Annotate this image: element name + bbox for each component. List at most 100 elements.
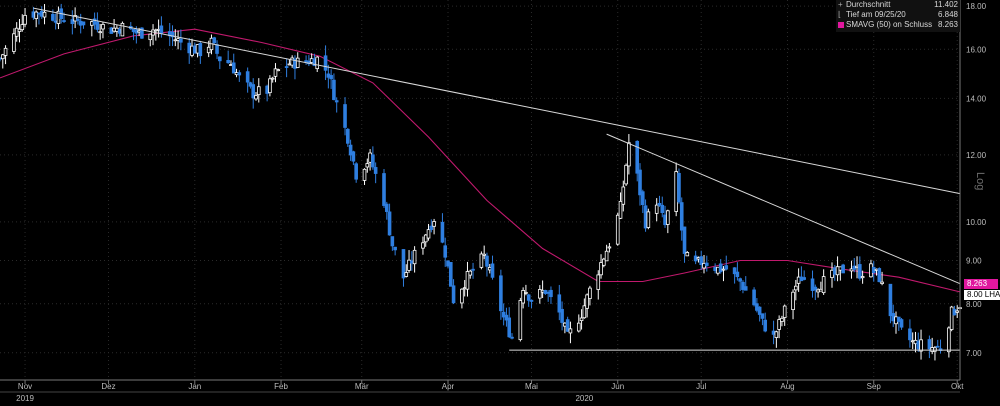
candle-body [933, 347, 937, 352]
candle-body [813, 286, 818, 291]
candle-body [482, 253, 486, 256]
candle-body [949, 306, 954, 330]
candle-body [640, 191, 645, 206]
candle-body [404, 272, 409, 277]
candle-body [858, 264, 862, 279]
candle-body [654, 204, 659, 214]
candle-body [718, 263, 723, 273]
candle-body [849, 268, 854, 272]
candle-body [446, 260, 450, 267]
candle-body [78, 20, 83, 26]
candle-body [98, 31, 102, 34]
candle-body [37, 12, 41, 15]
candle-body [270, 77, 275, 80]
candle-body [507, 317, 512, 338]
candle-body [721, 268, 726, 271]
lha-value-tag: 8.00 LHA C [964, 290, 1000, 300]
candle-body [73, 15, 77, 22]
candle-body [802, 277, 806, 280]
candle-body [579, 317, 584, 322]
candle-body [368, 152, 372, 163]
candle-body [190, 45, 194, 56]
candle-body [120, 22, 125, 37]
candle-body [760, 313, 765, 319]
candle-body [140, 27, 144, 39]
candle-body [910, 340, 915, 343]
candle-body [696, 257, 701, 260]
candle-body [618, 201, 623, 219]
sma-layer [0, 28, 961, 293]
candle-body [777, 319, 781, 330]
candle-body [782, 305, 787, 318]
candle-body [34, 11, 38, 19]
candle-body [393, 246, 397, 251]
candle-body [265, 85, 269, 94]
candle-body [90, 21, 94, 26]
candle-body [899, 319, 904, 328]
candle-body [913, 339, 918, 345]
candle-body [576, 322, 581, 332]
trendline [33, 7, 961, 195]
candle-body [835, 266, 840, 276]
candle-body [115, 27, 119, 32]
candle-body [287, 63, 292, 66]
candle-body [799, 276, 804, 282]
x-tick-label: Okt [951, 382, 964, 391]
candle-body [179, 38, 183, 43]
candle-body [666, 210, 670, 225]
candle-body [663, 214, 667, 226]
candle-body [192, 45, 197, 54]
candle-body [674, 171, 678, 212]
candle-body [176, 38, 180, 41]
x-tick-label: Feb [274, 382, 288, 391]
candle-body [657, 202, 662, 206]
x-tick-label: Mär [355, 382, 369, 391]
axes-layer: 7.00 8.00 9.00 10.00 12.00 14.00 16.00 18.00 Nov… [0, 0, 987, 403]
y-tick-label: 9.00 [966, 257, 982, 266]
candle-body [524, 291, 528, 294]
sma-line [0, 28, 961, 293]
crosshair-icon: + [838, 0, 843, 9]
candle-body [245, 71, 250, 83]
candle-body [871, 267, 876, 274]
candle-body [838, 266, 843, 271]
candle-body [212, 37, 217, 44]
low-marker-icon: ⌊ [838, 10, 842, 19]
scale-mark: Log [974, 172, 986, 191]
legend-average: + Durchschnitt 11.402 [836, 0, 960, 10]
candle-body [412, 249, 417, 265]
y-tick-label: 14.00 [966, 94, 987, 103]
candle-body [699, 256, 704, 266]
candle-body [677, 172, 681, 203]
candle-body [479, 253, 484, 268]
candle-body [896, 316, 901, 322]
candle-body [231, 62, 236, 74]
candle-body [332, 79, 336, 101]
sma-swatch-icon [838, 22, 844, 28]
candle-body [810, 278, 815, 291]
candle-body [112, 27, 116, 32]
candle-body [426, 229, 431, 239]
candle-body [326, 73, 331, 78]
candle-body [248, 82, 253, 87]
candle-body [816, 289, 820, 293]
candle-body [95, 21, 100, 30]
candle-body [490, 263, 495, 278]
candle-body [660, 204, 665, 214]
candle-body [131, 28, 136, 33]
candle-body [679, 202, 684, 231]
candle-body [752, 289, 756, 306]
candle-body [226, 59, 230, 64]
legend-sma-label: SMAVG (50) on Schluss [846, 20, 933, 29]
candle-body [465, 271, 470, 290]
candle-body [888, 283, 893, 317]
candle-body [206, 46, 211, 54]
candle-body [927, 339, 932, 350]
candle-body [423, 234, 428, 243]
candle-body [23, 14, 27, 25]
candle-body [755, 303, 759, 311]
candle-body [51, 13, 55, 21]
candle-body [443, 245, 448, 258]
candle-body [627, 142, 631, 167]
